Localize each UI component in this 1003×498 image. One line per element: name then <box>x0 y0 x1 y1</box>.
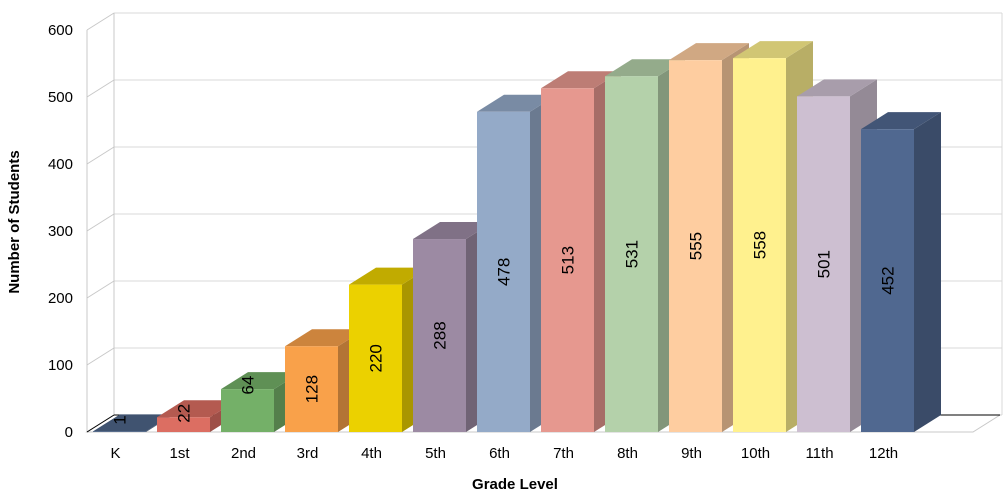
bar-front <box>413 239 466 432</box>
bar-top <box>605 59 685 77</box>
bar-top <box>733 41 813 59</box>
bar-front <box>157 417 210 432</box>
y-tick-label: 500 <box>48 89 73 106</box>
bar-front <box>477 111 530 433</box>
bar-front <box>861 129 914 432</box>
data-label: 22 <box>175 404 194 423</box>
data-label: 555 <box>687 232 706 260</box>
x-tick-label: 9th <box>681 445 702 462</box>
y-tick-label: 0 <box>65 424 73 441</box>
bar-top <box>669 43 749 61</box>
bar-top <box>797 79 877 97</box>
bar-front <box>221 389 274 432</box>
floor-left-edge <box>86 414 115 433</box>
x-tick-label: 11th <box>805 445 833 462</box>
bar-front <box>349 284 402 432</box>
x-tick-label: 4th <box>361 445 382 462</box>
data-label: 558 <box>751 231 770 259</box>
x-tick-labels: K 1st 2nd 3rd 4th 5th 6th 7th 8th 9th 10th 11th 12th <box>110 445 898 462</box>
y-tick-label: 400 <box>48 156 73 173</box>
data-label: 288 <box>431 321 450 349</box>
x-tick-label: K <box>110 445 120 462</box>
y-tick-labels: 0 100 200 300 400 500 600 <box>48 22 73 441</box>
data-label: 513 <box>559 246 578 274</box>
x-tick-label: 3rd <box>297 445 319 462</box>
bar-top <box>93 414 173 432</box>
bar-top <box>349 267 429 285</box>
y-tick-label: 300 <box>48 223 73 240</box>
data-label: 1 <box>111 415 130 424</box>
bar-top <box>413 222 493 240</box>
data-label: 220 <box>367 344 386 372</box>
bar-top <box>221 372 301 390</box>
bar-front <box>93 431 146 432</box>
data-label: 452 <box>879 266 898 294</box>
bar: 513 <box>541 71 621 432</box>
bar-front <box>669 60 722 433</box>
data-label: 501 <box>815 250 834 278</box>
bar-top <box>477 94 557 112</box>
bar-front <box>797 96 850 432</box>
bar-front <box>285 346 338 432</box>
bar-front <box>541 88 594 432</box>
y-tick-label: 200 <box>48 290 73 307</box>
data-label: 128 <box>303 375 322 403</box>
gridline <box>86 12 1002 31</box>
bar: 452 <box>861 112 941 432</box>
x-tick-label: 7th <box>553 445 574 462</box>
bar-top <box>157 400 237 418</box>
bar-side <box>914 112 941 432</box>
y-tick-label: 100 <box>48 357 73 374</box>
bar-top <box>285 329 365 347</box>
data-label: 478 <box>495 258 514 286</box>
x-tick-label: 2nd <box>231 445 256 462</box>
y-tick-label: 600 <box>48 22 73 39</box>
x-tick-label: 8th <box>617 445 638 462</box>
bar-top <box>541 71 621 89</box>
bars: 1 22 64 128 220 288 478 513 531 555 558 501 452 <box>93 41 941 433</box>
bar-front <box>605 76 658 432</box>
y-axis-title: Number of Students <box>6 150 23 293</box>
bar-front <box>733 58 786 432</box>
data-label: 531 <box>623 240 642 268</box>
x-tick-label: 5th <box>425 445 446 462</box>
data-label: 64 <box>239 376 258 395</box>
bar-top <box>861 112 941 130</box>
x-axis-title: Grade Level <box>472 476 558 493</box>
x-tick-label: 6th <box>489 445 510 462</box>
x-tick-label: 10th <box>741 445 770 462</box>
x-tick-label: 12th <box>869 445 898 462</box>
x-tick-label: 1st <box>169 445 190 462</box>
